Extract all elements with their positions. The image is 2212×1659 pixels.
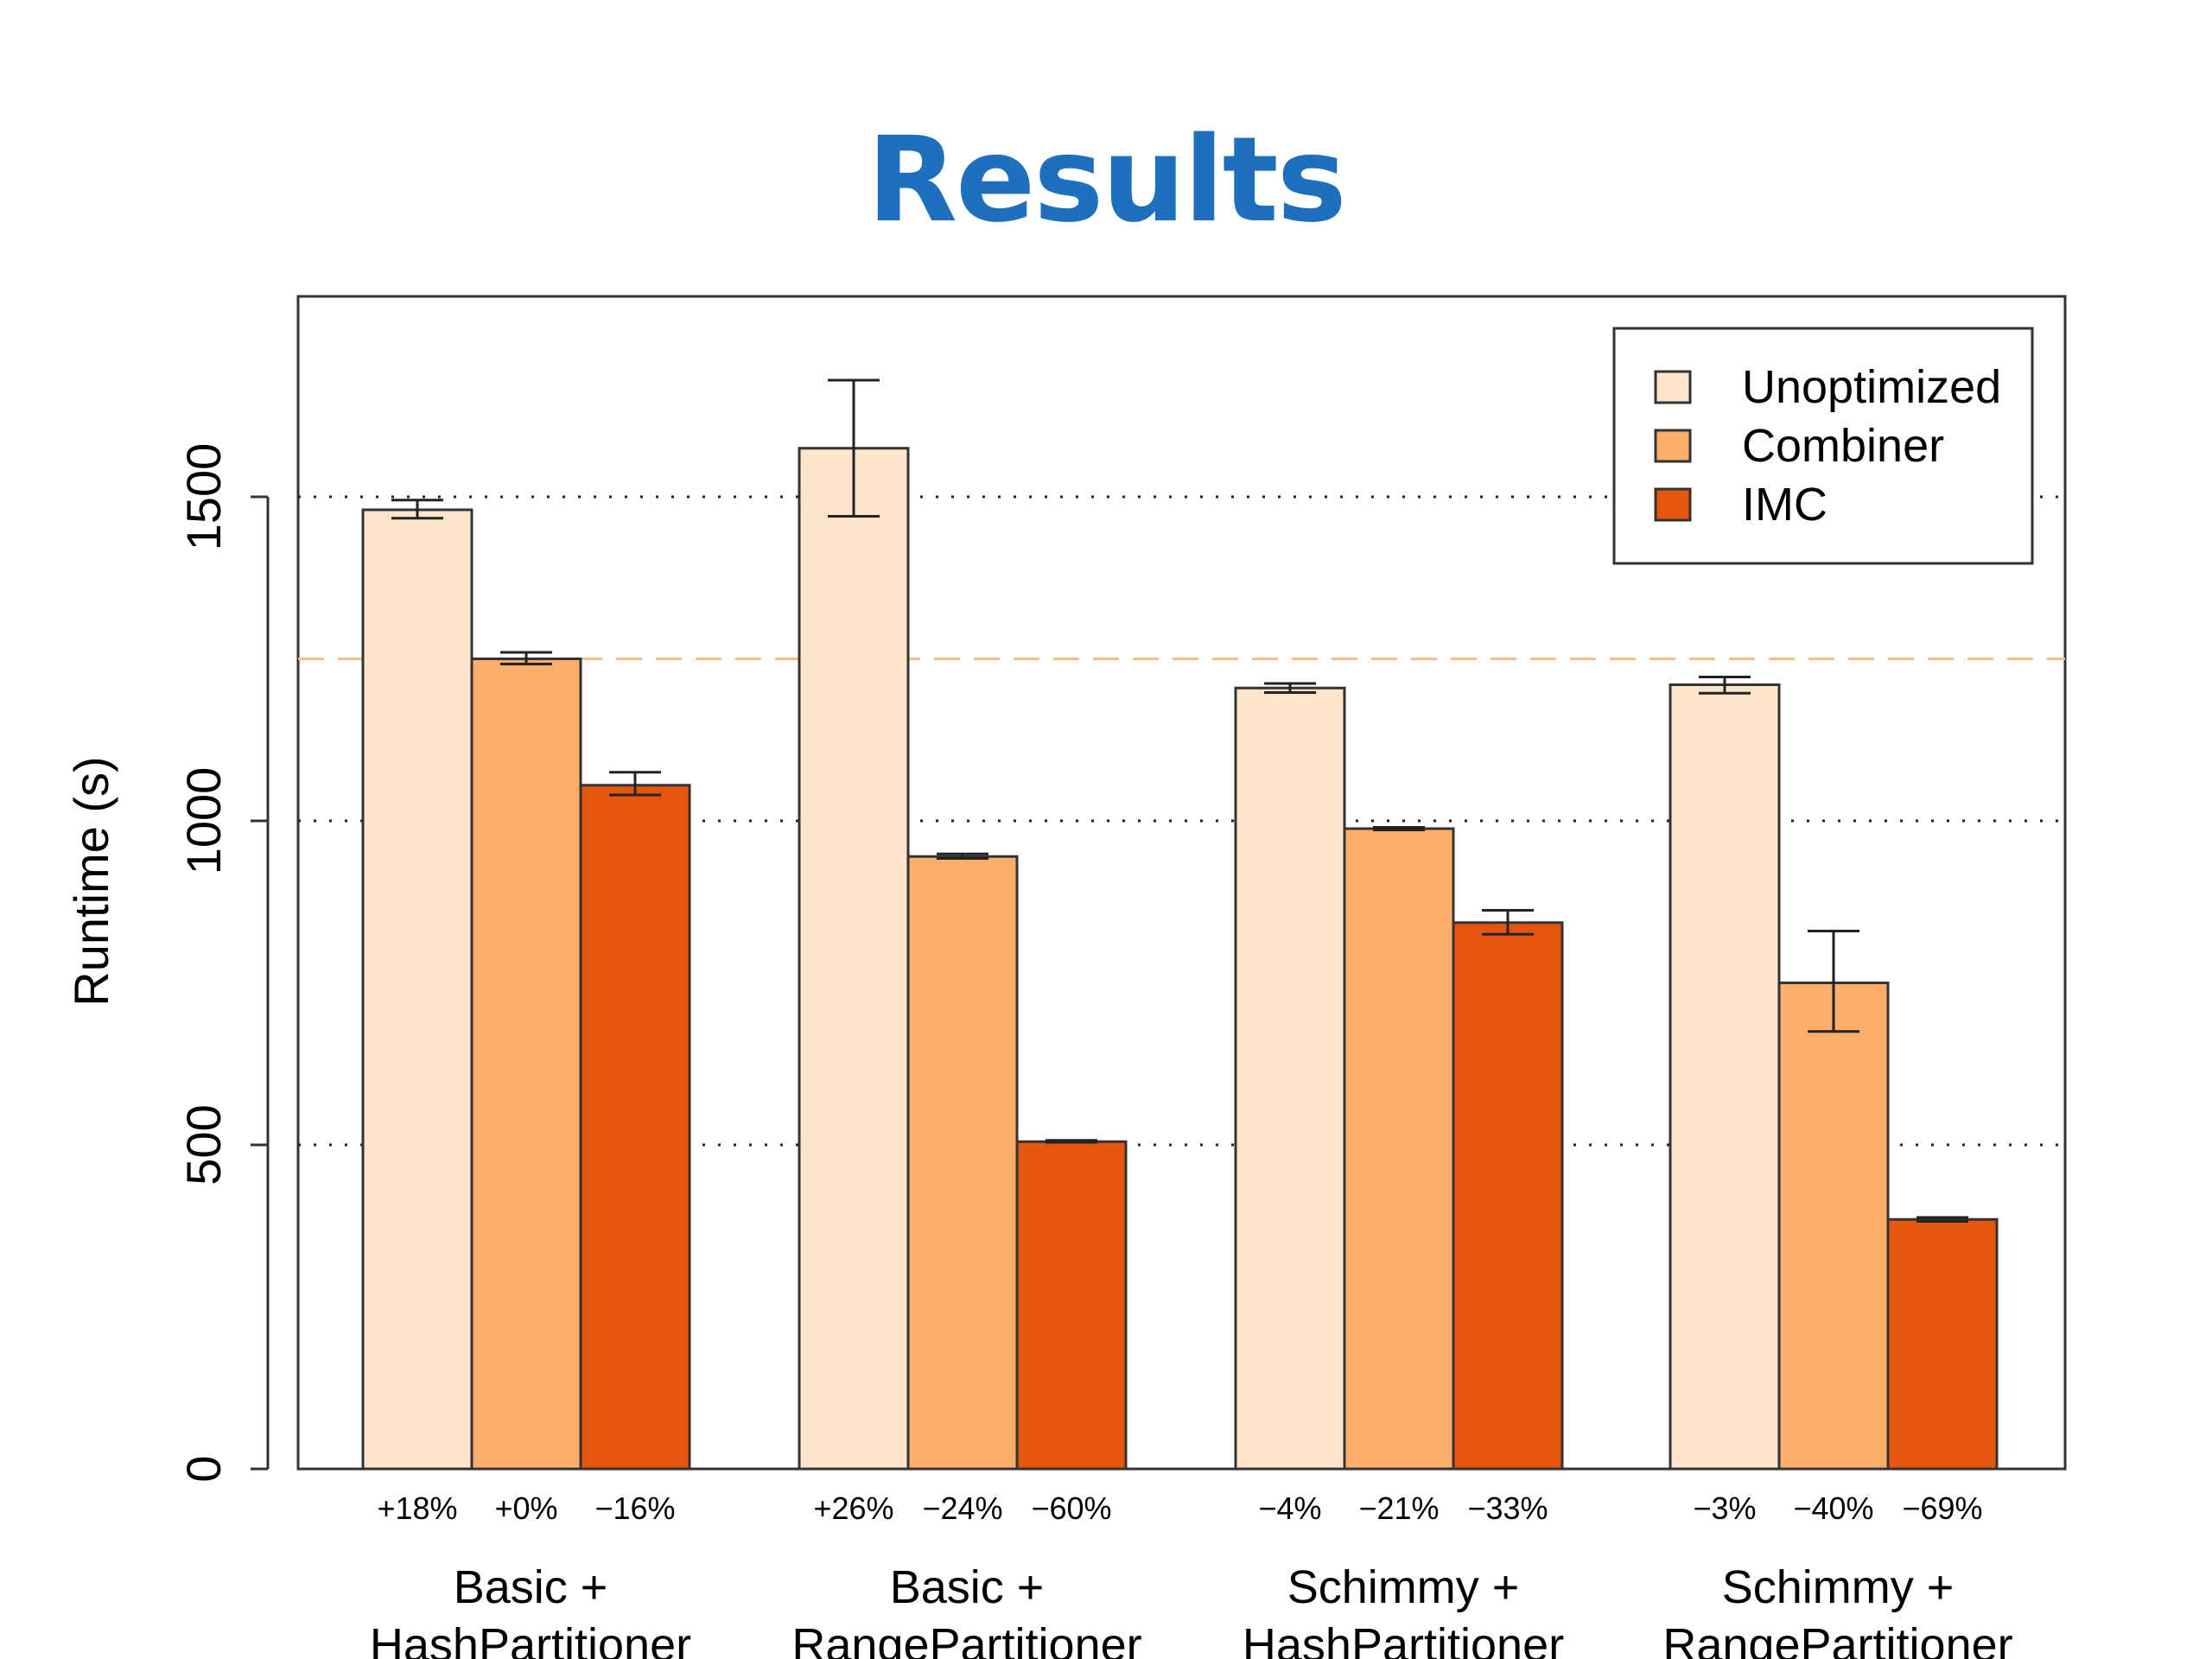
bar-percent-label: +0% — [494, 1491, 557, 1526]
legend-swatch — [1654, 487, 1692, 522]
category-label-line1: Schimmy + — [1722, 1561, 1955, 1613]
bar-percent-label: −21% — [1358, 1491, 1439, 1526]
bar-percent-label: +26% — [813, 1491, 893, 1526]
y-tick-label: 0 — [176, 1455, 231, 1482]
bar-percent-label: −4% — [1258, 1491, 1321, 1526]
bar-percent-label: −60% — [1031, 1491, 1111, 1526]
category-label-line1: Schimmy + — [1287, 1561, 1520, 1613]
bar-percent-label: −3% — [1693, 1491, 1756, 1526]
bar — [798, 447, 910, 1471]
bar-percent-label: −16% — [594, 1491, 675, 1526]
bar — [1234, 686, 1346, 1471]
legend-label: IMC — [1742, 479, 1827, 531]
bar — [1777, 982, 1890, 1471]
legend-label: Unoptimized — [1742, 361, 2001, 413]
y-tick-label: 1500 — [176, 443, 231, 551]
bar-percent-label: −24% — [922, 1491, 1002, 1526]
legend-swatch — [1654, 370, 1692, 404]
bar-percent-label: −33% — [1467, 1491, 1548, 1526]
category-label-line2: RangePartitioner — [1662, 1619, 2012, 1659]
bar — [579, 784, 691, 1471]
y-axis-label: Runtime (s) — [64, 756, 118, 1006]
bar-percent-label: −40% — [1793, 1491, 1873, 1526]
category-label-line1: Basic + — [890, 1561, 1045, 1613]
bar-percent-label: +18% — [377, 1491, 457, 1526]
bar — [1452, 921, 1564, 1471]
plot-frame — [296, 295, 2067, 1471]
legend-label: Combiner — [1742, 420, 1944, 472]
category-label-line2: HashPartitioner — [370, 1619, 691, 1659]
y-tick-label: 1000 — [176, 767, 231, 875]
bar-percent-label: −69% — [1902, 1491, 1982, 1526]
category-label-line2: HashPartitioner — [1243, 1619, 1564, 1659]
slide-title: Results — [867, 112, 1346, 249]
legend-swatch — [1654, 429, 1692, 463]
bar — [1015, 1140, 1128, 1471]
category-label-line2: RangePartitioner — [791, 1619, 1141, 1659]
bar — [1886, 1217, 1999, 1471]
bar — [470, 658, 582, 1471]
y-tick-label: 500 — [176, 1104, 231, 1185]
bar — [906, 855, 1019, 1471]
category-label-line1: Basic + — [454, 1561, 608, 1613]
bar — [1669, 683, 1781, 1471]
bar — [361, 508, 474, 1471]
bar — [1343, 827, 1455, 1471]
